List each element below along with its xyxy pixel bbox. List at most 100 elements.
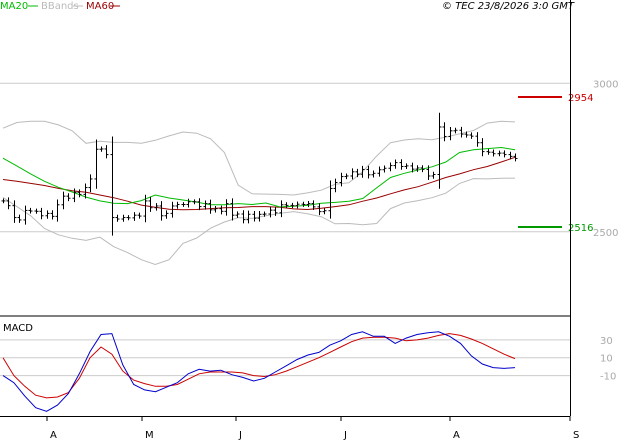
month-label: M <box>145 430 154 440</box>
price-bar <box>491 149 496 157</box>
price-bar <box>115 214 120 222</box>
price-bar <box>6 197 11 210</box>
price-bar <box>273 207 278 216</box>
price-bar <box>366 165 371 179</box>
macd-tick-label: 10 <box>600 354 613 365</box>
macd-signal-line <box>2 333 516 399</box>
price-bar <box>371 170 376 178</box>
price-bar <box>88 174 93 193</box>
price-bar <box>333 178 338 193</box>
support-resistance-levels: 2954 2516 <box>518 93 593 234</box>
price-bar <box>290 202 295 209</box>
price-bar <box>404 163 409 169</box>
price-bar <box>475 132 480 147</box>
price-bar <box>224 199 229 216</box>
price-bars <box>1 112 518 236</box>
price-bar <box>257 210 262 222</box>
legend-ma60: MA60 <box>86 1 114 12</box>
price-bar <box>1 198 6 204</box>
price-bar <box>77 189 82 198</box>
macd-title: MACD <box>3 323 33 334</box>
price-bar <box>186 198 191 208</box>
price-bar <box>235 211 240 218</box>
price-bar <box>230 198 235 221</box>
support-level-label: 2516 <box>568 223 593 234</box>
price-bar <box>279 200 284 218</box>
legend: MA20 BBands MA60 © TEC 23/8/2026 3:0 GMT <box>0 1 575 12</box>
price-bar <box>121 214 126 222</box>
price-bar <box>154 203 159 211</box>
price-bar <box>393 159 398 169</box>
price-bar <box>241 210 246 224</box>
price-bar <box>110 136 115 236</box>
price-bar <box>508 151 513 160</box>
price-bar <box>208 199 213 214</box>
macd-tick-label: 30 <box>600 336 613 347</box>
price-tick-label: 3000 <box>593 79 618 90</box>
legend-bbands: BBands <box>41 1 79 12</box>
price-bar <box>382 165 387 173</box>
resistance-level-label: 2954 <box>568 93 593 104</box>
price-bar <box>246 210 251 224</box>
price-bar <box>350 168 355 180</box>
price-bar <box>34 208 39 214</box>
price-tick-label: 2500 <box>593 228 618 239</box>
price-bar <box>72 188 77 203</box>
price-bar <box>94 139 99 189</box>
price-bar <box>192 199 197 205</box>
price-bar <box>317 203 322 216</box>
price-bar <box>284 202 289 208</box>
macd-tick-label: -10 <box>600 372 616 383</box>
price-bar <box>159 201 164 221</box>
price-bar <box>268 206 273 218</box>
price-bar <box>45 210 50 219</box>
price-bar <box>360 165 365 178</box>
price-bar <box>83 183 88 199</box>
price-bar <box>104 145 109 159</box>
price-bar <box>437 112 442 189</box>
price-bar <box>513 153 518 162</box>
price-bar <box>197 198 202 211</box>
price-bar <box>453 127 458 134</box>
price-bar <box>328 180 333 219</box>
price-bar <box>137 212 142 219</box>
price-bar <box>295 201 300 209</box>
legend-ma20: MA20 <box>0 1 28 12</box>
price-bar <box>28 207 33 214</box>
price-bar <box>252 210 257 222</box>
price-bar <box>132 212 137 221</box>
price-bar <box>410 162 415 173</box>
price-bar <box>170 201 175 218</box>
price-bar <box>339 172 344 187</box>
price-bar <box>175 201 180 209</box>
price-bar <box>50 210 55 220</box>
price-bar <box>203 200 208 210</box>
price-bar <box>355 168 360 178</box>
price-bar <box>420 165 425 173</box>
ma20-line <box>2 146 516 208</box>
price-bar <box>61 191 66 210</box>
month-label: A <box>50 430 57 440</box>
price-bar <box>377 166 382 177</box>
price-bar <box>164 210 169 219</box>
month-label: A <box>453 430 460 440</box>
macd-line <box>2 331 516 412</box>
price-bar <box>399 159 404 170</box>
macd-panel <box>2 331 516 412</box>
copyright-text: © TEC 23/8/2026 3:0 GMT <box>442 1 575 12</box>
price-bar <box>344 173 349 180</box>
price-bar <box>66 193 71 202</box>
price-bar <box>480 138 485 157</box>
price-bar <box>322 208 327 215</box>
price-bar <box>442 122 447 142</box>
price-bar <box>311 200 316 211</box>
price-bar <box>415 165 420 172</box>
price-bar <box>469 132 474 139</box>
grid-layer <box>0 82 570 377</box>
price-bar <box>431 171 436 179</box>
price-bar <box>143 194 148 223</box>
price-bar <box>306 200 311 208</box>
price-bar <box>17 214 22 223</box>
price-bar <box>459 126 464 138</box>
